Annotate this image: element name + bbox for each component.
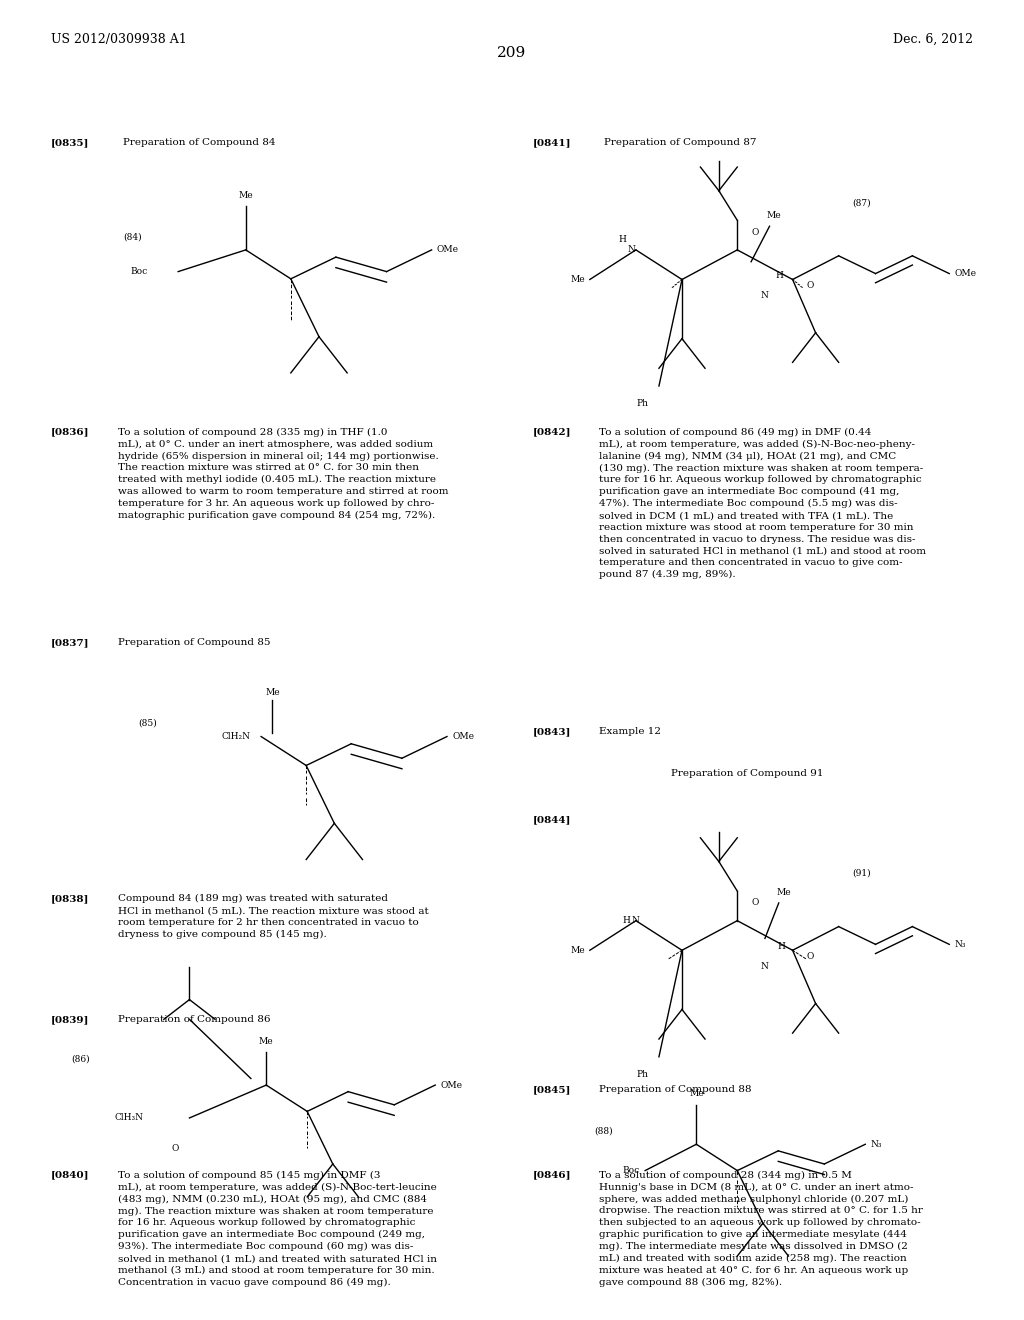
Text: [0845]: [0845] (532, 1085, 570, 1094)
Text: Me: Me (689, 1089, 703, 1098)
Text: Ph: Ph (637, 1071, 649, 1078)
Text: Preparation of Compound 88: Preparation of Compound 88 (599, 1085, 752, 1094)
Text: [0842]: [0842] (532, 428, 571, 437)
Text: N: N (761, 290, 769, 300)
Text: Me: Me (570, 945, 585, 954)
Text: Example 12: Example 12 (599, 727, 662, 737)
Text: Ph: Ph (637, 399, 649, 408)
Text: Me: Me (259, 1036, 273, 1045)
Text: (87): (87) (852, 198, 871, 207)
Text: To a solution of compound 28 (344 mg) in 0.5 M
Hunnig's base in DCM (8 mL), at 0: To a solution of compound 28 (344 mg) in… (599, 1171, 923, 1287)
Text: (84): (84) (123, 232, 141, 242)
Text: 209: 209 (498, 46, 526, 59)
Text: N: N (628, 246, 635, 255)
Text: [0839]: [0839] (51, 1015, 89, 1024)
Text: (85): (85) (138, 719, 157, 727)
Text: OMe: OMe (452, 733, 474, 741)
Text: Preparation of Compound 87: Preparation of Compound 87 (604, 139, 757, 147)
Text: Dec. 6, 2012: Dec. 6, 2012 (893, 33, 973, 46)
Text: [0840]: [0840] (51, 1171, 90, 1180)
Text: Me: Me (767, 211, 781, 220)
Text: (88): (88) (594, 1126, 612, 1135)
Text: Me: Me (239, 191, 253, 199)
Text: ClH₂N: ClH₂N (222, 733, 251, 741)
Text: OMe: OMe (440, 1081, 462, 1089)
Text: Boc: Boc (623, 1166, 640, 1175)
Text: [0846]: [0846] (532, 1171, 571, 1180)
Text: (91): (91) (852, 869, 871, 878)
Text: N₃: N₃ (954, 940, 966, 949)
Text: [0841]: [0841] (532, 139, 571, 147)
Text: [0835]: [0835] (51, 139, 89, 147)
Text: OMe: OMe (436, 246, 459, 255)
Text: To a solution of compound 86 (49 mg) in DMF (0.44
mL), at room temperature, was : To a solution of compound 86 (49 mg) in … (599, 428, 926, 579)
Text: (86): (86) (72, 1055, 90, 1064)
Text: OMe: OMe (954, 269, 976, 279)
Text: Preparation of Compound 91: Preparation of Compound 91 (672, 770, 823, 779)
Text: H: H (775, 272, 783, 280)
Text: Preparation of Compound 84: Preparation of Compound 84 (123, 139, 275, 147)
Text: Me: Me (265, 688, 280, 697)
Text: Me: Me (570, 275, 585, 284)
Text: O: O (172, 1144, 179, 1154)
Text: H: H (623, 916, 631, 925)
Text: [0836]: [0836] (51, 428, 90, 437)
Text: To a solution of compound 28 (335 mg) in THF (1.0
mL), at 0° C. under an inert a: To a solution of compound 28 (335 mg) in… (118, 428, 449, 520)
Text: O: O (751, 899, 759, 907)
Text: ClH₃N: ClH₃N (115, 1114, 143, 1122)
Text: O: O (807, 281, 814, 290)
Text: N₃: N₃ (870, 1139, 882, 1148)
Text: Preparation of Compound 85: Preparation of Compound 85 (118, 638, 270, 647)
Text: N: N (761, 962, 769, 970)
Text: US 2012/0309938 A1: US 2012/0309938 A1 (51, 33, 187, 46)
Text: [0837]: [0837] (51, 638, 90, 647)
Text: N: N (632, 916, 640, 925)
Text: Preparation of Compound 86: Preparation of Compound 86 (118, 1015, 270, 1024)
Text: O: O (751, 227, 759, 236)
Text: H: H (618, 235, 626, 244)
Text: O: O (807, 952, 814, 961)
Text: [0838]: [0838] (51, 895, 89, 903)
Text: [0844]: [0844] (532, 816, 570, 825)
Text: To a solution of compound 85 (145 mg) in DMF (3
mL), at room temperature, was ad: To a solution of compound 85 (145 mg) in… (118, 1171, 437, 1287)
Text: H: H (777, 942, 785, 950)
Text: [0843]: [0843] (532, 727, 570, 737)
Text: Compound 84 (189 mg) was treated with saturated
HCl in methanol (5 mL). The reac: Compound 84 (189 mg) was treated with sa… (118, 895, 428, 939)
Text: Me: Me (776, 888, 791, 898)
Text: Boc: Boc (130, 267, 147, 276)
